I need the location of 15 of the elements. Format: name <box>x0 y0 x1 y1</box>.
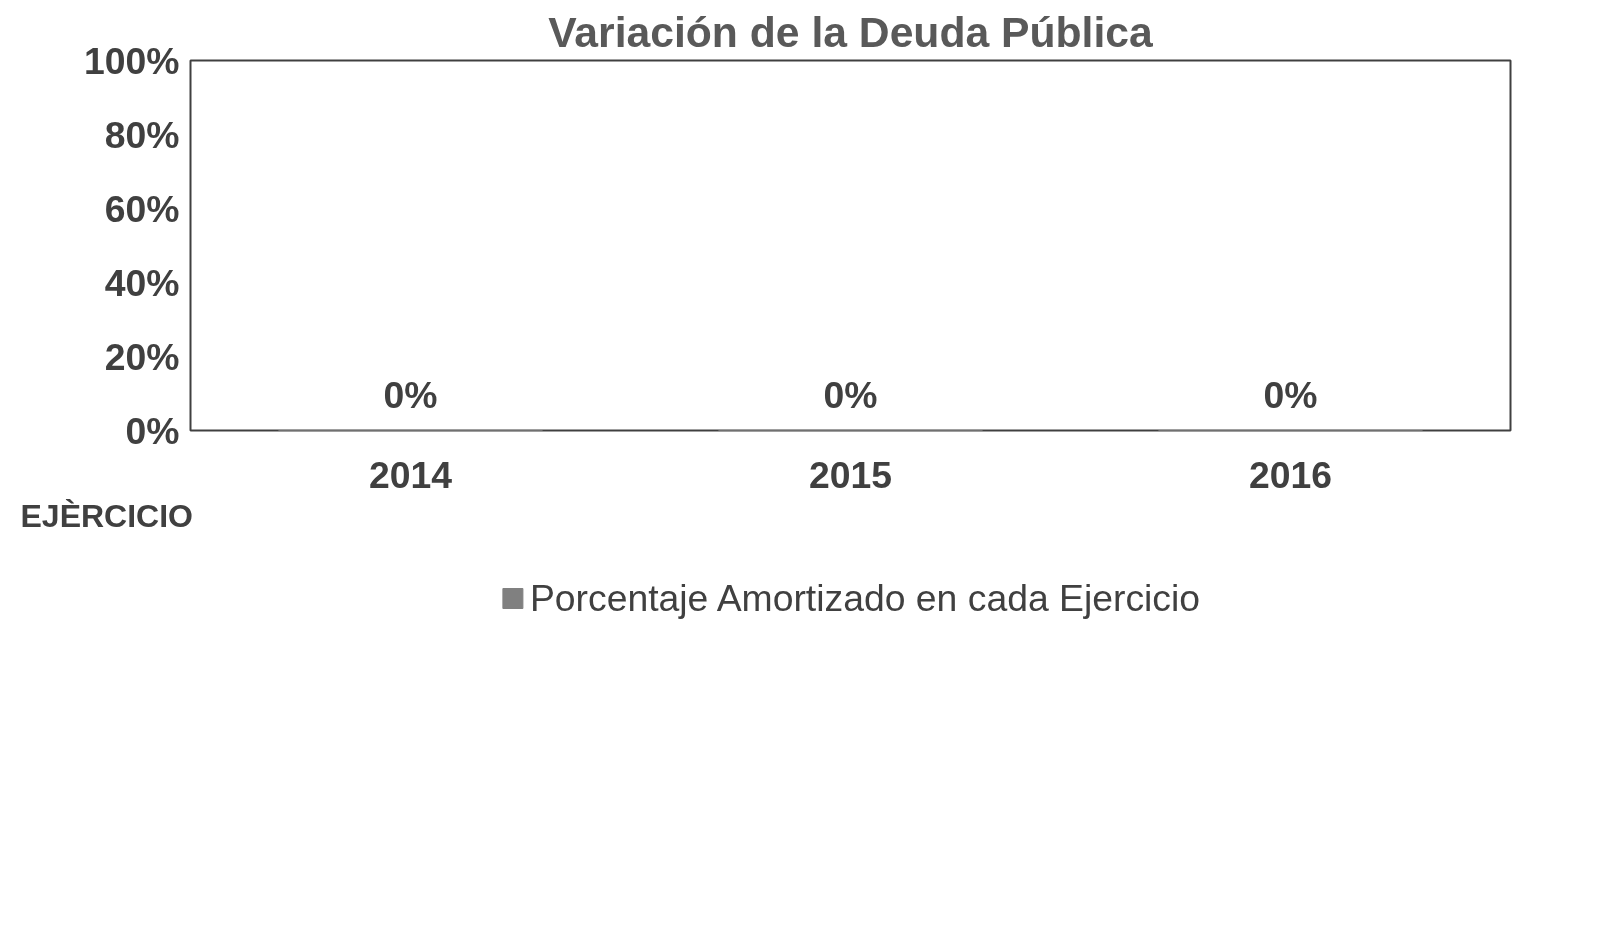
data-label: 0% <box>823 373 878 416</box>
x-axis-title: EJÈRCICIO <box>20 497 193 534</box>
y-tick-label: 40% <box>104 261 180 304</box>
x-tick-label: 2015 <box>808 453 893 496</box>
x-tick-label: 2014 <box>368 453 453 496</box>
y-tick-label: 80% <box>104 113 180 156</box>
chart-title: Variación de la Deuda Pública <box>548 7 1154 56</box>
y-tick-label: 20% <box>104 335 180 378</box>
data-label: 0% <box>383 373 438 416</box>
data-label: 0% <box>1263 373 1318 416</box>
y-tick-label: 100% <box>84 39 180 82</box>
y-tick-label: 0% <box>125 409 180 452</box>
x-tick-label: 2016 <box>1248 453 1333 496</box>
y-tick-label: 60% <box>104 187 180 230</box>
legend-label: Porcentaje Amortizado en cada Ejercicio <box>529 576 1201 620</box>
